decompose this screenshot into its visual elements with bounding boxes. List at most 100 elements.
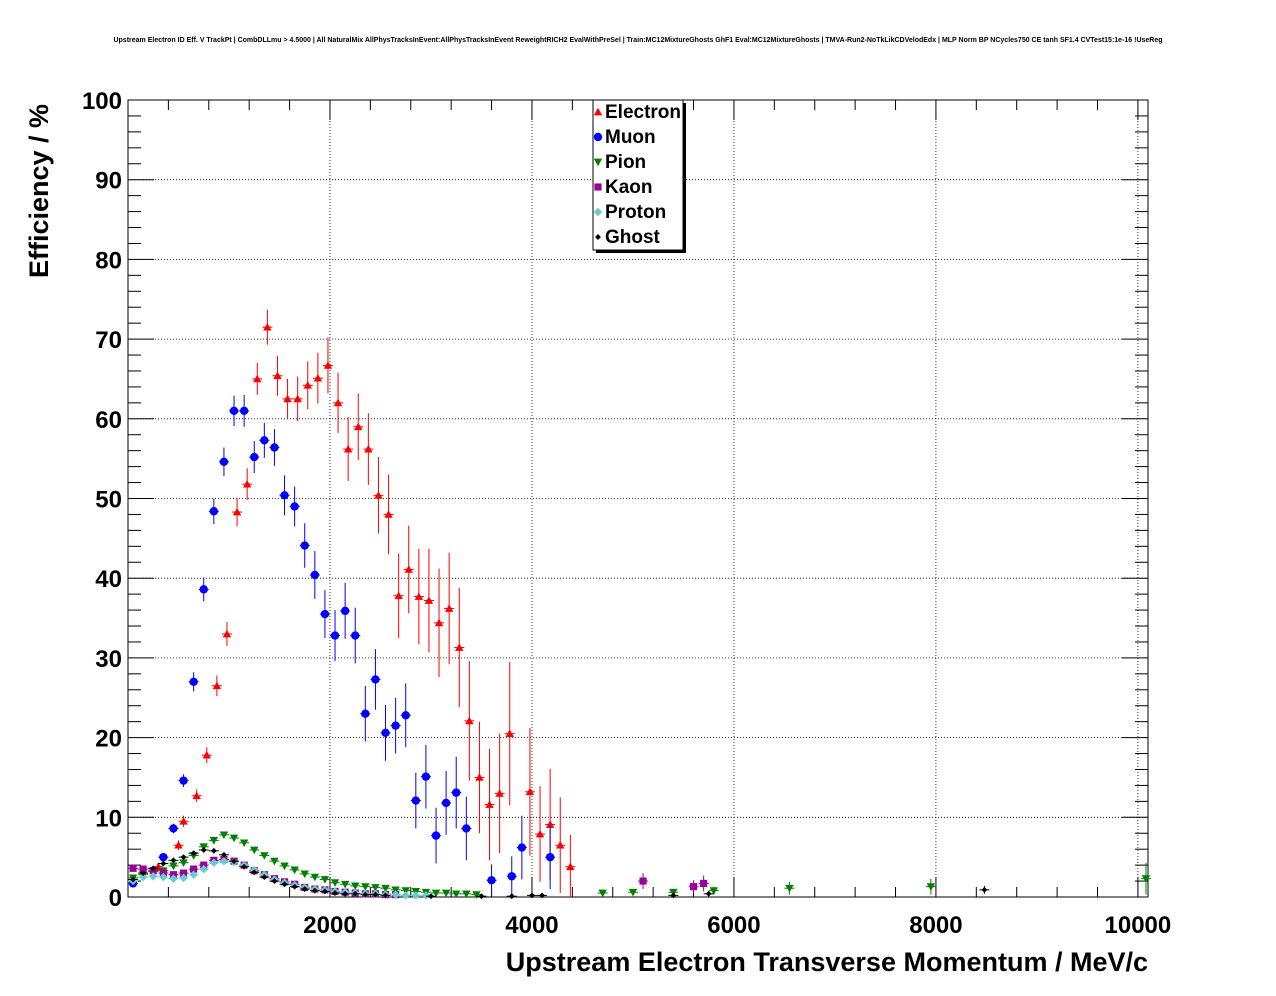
pion-point [628,888,638,897]
ghost-point [372,891,379,898]
pion-point [270,857,279,866]
proton-point [219,856,229,866]
ghost-point [332,890,338,896]
electron-point [525,787,535,796]
pion-point [330,879,340,887]
x-tick-label: 8000 [909,912,962,939]
ghost-point [190,850,197,857]
electron-point [566,862,575,871]
electron-point [293,394,302,403]
kaon-point [139,865,147,873]
x-tick-label: 6000 [707,912,760,939]
pion-point [381,884,390,893]
electron-point [179,817,188,825]
chart-title: Upstream Electron ID Eff. V TrackPt | Co… [113,37,1162,44]
electron-point [174,840,183,849]
muon-point [260,436,269,445]
muon-point [280,491,289,500]
proton-point [401,891,410,900]
muon-point [487,876,496,885]
legend: Electron Muon Pion Kaon Proton Ghost [592,99,686,253]
ghost-point [529,892,535,899]
muon-point [431,831,441,840]
muon-point [462,824,471,833]
series-ghost [128,847,990,900]
y-tick-label: 20 [95,726,122,753]
proton-point [411,891,421,900]
electron-point [263,322,272,331]
pion-point [361,883,370,891]
electron-point [343,444,353,453]
ghost-point [271,878,278,884]
ghost-point [291,883,298,890]
electron-point [465,716,474,725]
electron-point [253,374,262,383]
ghost-point [342,890,349,897]
electron-point [273,371,282,380]
ghost-point [428,893,434,900]
y-tick-label: 60 [95,407,122,434]
kaon-point [639,877,647,885]
electron-point [495,789,504,797]
pion-point [598,889,607,898]
ghost-point [170,857,177,864]
muon-point [239,406,249,416]
muon-point [507,872,516,881]
y-tick-label: 30 [95,646,122,673]
legend-label-kaon: Kaon [605,177,653,198]
ghost-point [508,893,515,900]
kaon-point [129,864,137,872]
electron-point [545,820,555,828]
y-tick-label: 50 [95,487,122,514]
muon-point [401,711,410,720]
y-tick-label: 100 [82,88,122,115]
legend-label-pion: Pion [605,152,646,173]
legend-label-muon: Muon [605,127,656,148]
muon-point [421,772,431,781]
pion-point [169,862,178,871]
legend-marker-muon [593,132,603,142]
pion-point [441,889,451,898]
data-series [128,309,1151,900]
x-axis-title: Upstream Electron Transverse Momentum / … [506,947,1148,977]
muon-point [452,788,461,797]
electron-point [394,591,403,600]
muon-point [545,852,555,862]
pion-point [219,831,229,840]
muon-point [340,606,350,616]
series-electron [153,309,576,897]
muon-point [351,631,360,640]
muon-point [441,798,451,808]
pion-point [209,837,219,845]
electron-point [222,629,232,638]
electron-point [374,491,383,499]
electron-point [202,750,211,759]
ghost-point [221,851,227,858]
pion-point [452,890,461,899]
electron-point [444,604,454,612]
electron-point [323,361,333,369]
pion-point [320,876,330,884]
legend-label-ghost: Ghost [605,227,661,248]
proton-point [179,873,188,883]
pion-point [351,882,360,891]
legend-marker-electron [593,107,603,116]
electron-point [414,592,424,600]
muon-point [169,824,178,833]
muon-point [517,843,527,852]
pion-point [401,887,410,895]
ghost-point [362,891,369,898]
proton-point [209,858,219,867]
pion-point [310,873,320,882]
ghost-point [311,887,318,894]
pion-point [371,884,380,892]
proton-point [391,890,400,899]
ghost-point [382,892,389,899]
muon-point [179,776,188,785]
legend-box [592,99,684,251]
electron-point [434,618,444,627]
muon-point [371,675,380,684]
ghost-point [251,869,258,876]
muon-point [361,709,370,718]
